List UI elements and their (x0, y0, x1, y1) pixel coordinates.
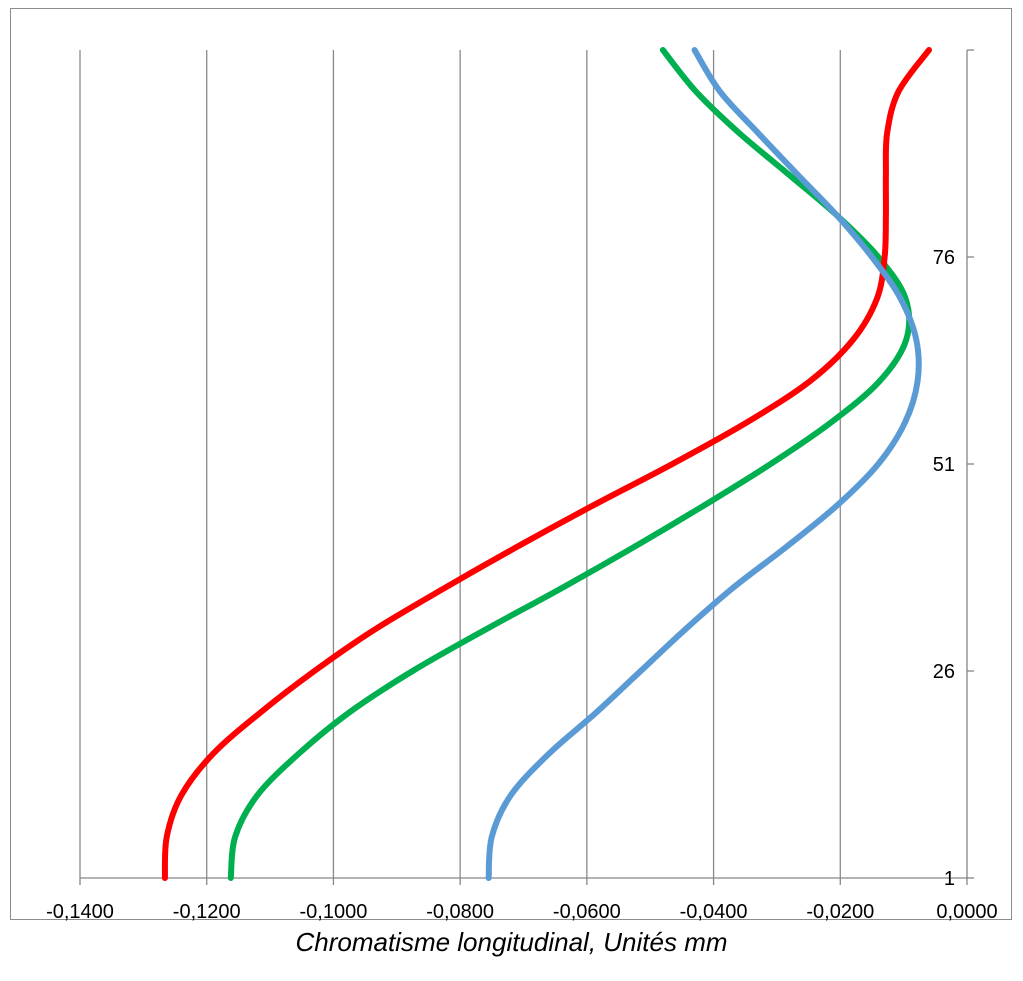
series-line-1 (161, 47, 932, 881)
series-lines (161, 47, 932, 881)
y-tick-label: 76 (933, 247, 955, 269)
x-tick-label: -0,0600 (553, 901, 621, 923)
x-tick-label: -0,0200 (806, 901, 874, 923)
series-line-2 (227, 47, 913, 881)
chart-plot: -0,1400 -0,1200 -0,1000 -0,0800 -0,0600 -0,04… (46, 47, 998, 923)
x-tick-label: -0,1200 (173, 901, 241, 923)
x-tick-label: -0,0400 (680, 901, 748, 923)
y-tick-label: 51 (933, 454, 955, 476)
tick-labels: -0,1400 -0,1200 -0,1000 -0,0800 -0,0600 -0,04… (46, 247, 998, 923)
y-tick-label: 26 (933, 661, 955, 683)
x-tick-label: -0,0800 (426, 901, 494, 923)
x-tick-label: -0,1400 (46, 901, 114, 923)
series-line-3 (485, 47, 922, 881)
y-tick-label: 1 (944, 868, 955, 890)
chart-frame (10, 8, 1012, 920)
x-axis-title: Chromatisme longitudinal, Unités mm (295, 927, 728, 957)
gridlines (79, 50, 841, 878)
x-tick-label: -0,1000 (300, 901, 368, 923)
x-tick-label: 0,0000 (936, 901, 997, 923)
